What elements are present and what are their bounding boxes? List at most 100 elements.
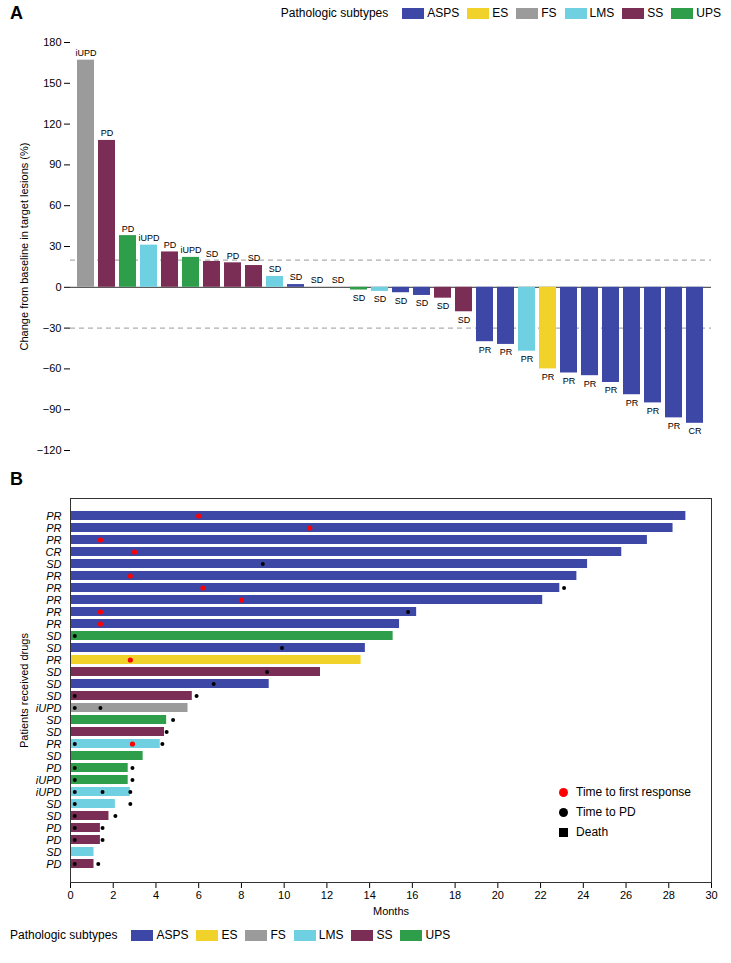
svg-text:PR: PR [668, 421, 681, 431]
svg-text:26: 26 [620, 889, 632, 901]
svg-text:SD: SD [353, 293, 366, 303]
svg-text:10: 10 [278, 889, 290, 901]
svg-text:SD: SD [458, 315, 471, 325]
svg-text:PD: PD [122, 224, 135, 234]
svg-text:−120: −120 [37, 444, 62, 456]
svg-text:SD: SD [46, 810, 61, 822]
svg-text:SD: SD [46, 714, 61, 726]
svg-text:Change from baseline in target: Change from baseline in target lesions (… [18, 143, 30, 351]
svg-text:SD: SD [46, 690, 61, 702]
svg-text:iUPD: iUPD [180, 245, 202, 255]
html-text:Death: Death [576, 825, 609, 839]
svg-text:SD: SD [206, 249, 219, 259]
svg-text:PD: PD [46, 762, 61, 774]
svg-text:24: 24 [577, 889, 589, 901]
svg-text:SD: SD [46, 750, 61, 762]
svg-text:SD: SD [46, 726, 61, 738]
svg-text:−30: −30 [43, 322, 62, 334]
svg-text:iUPD: iUPD [36, 702, 62, 714]
html-text:LMS: LMS [589, 6, 615, 20]
svg-text:2: 2 [110, 889, 116, 901]
svg-text:60: 60 [49, 199, 61, 211]
svg-text:PD: PD [101, 128, 114, 138]
svg-text:28: 28 [663, 889, 675, 901]
svg-text:20: 20 [492, 889, 504, 901]
svg-text:0: 0 [67, 889, 73, 901]
svg-text:SD: SD [374, 294, 387, 304]
svg-text:30: 30 [705, 889, 717, 901]
svg-text:PR: PR [46, 606, 61, 618]
svg-text:SD: SD [46, 630, 61, 642]
svg-text:PR: PR [46, 582, 61, 594]
svg-text:SD: SD [332, 275, 345, 285]
svg-text:SD: SD [290, 272, 303, 282]
svg-text:18: 18 [449, 889, 461, 901]
svg-text:14: 14 [364, 889, 376, 901]
html-text:Pathologic subtypes: Pathologic subtypes [280, 6, 389, 20]
svg-text:180: 180 [43, 36, 61, 48]
svg-text:SD: SD [46, 666, 61, 678]
svg-text:−60: −60 [43, 362, 62, 374]
svg-text:4: 4 [153, 889, 159, 901]
svg-text:SD: SD [46, 642, 61, 654]
svg-text:PR: PR [626, 398, 639, 408]
svg-text:PD: PD [46, 858, 61, 870]
svg-text:120: 120 [43, 118, 61, 130]
svg-text:PR: PR [46, 654, 61, 666]
svg-text:PR: PR [542, 372, 555, 382]
svg-text:16: 16 [406, 889, 418, 901]
svg-text:6: 6 [196, 889, 202, 901]
svg-text:12: 12 [321, 889, 333, 901]
html-text:SS: SS [647, 6, 664, 20]
svg-text:30: 30 [49, 240, 61, 252]
svg-text:CR: CR [46, 546, 62, 558]
svg-text:Months: Months [373, 905, 410, 917]
svg-text:PR: PR [521, 354, 534, 364]
svg-text:iUPD: iUPD [36, 774, 62, 786]
html-text:ASPS: ASPS [427, 6, 460, 20]
svg-text:CR: CR [689, 426, 702, 436]
svg-text:PR: PR [647, 406, 660, 416]
svg-text:SD: SD [248, 253, 261, 263]
svg-text:SD: SD [46, 846, 61, 858]
svg-text:PD: PD [46, 822, 61, 834]
svg-text:PR: PR [46, 534, 61, 546]
svg-text:PR: PR [479, 345, 492, 355]
svg-text:PR: PR [563, 376, 576, 386]
svg-text:150: 150 [43, 77, 61, 89]
svg-text:iUPD: iUPD [36, 786, 62, 798]
svg-text:PR: PR [46, 522, 61, 534]
svg-text:0: 0 [55, 281, 61, 293]
svg-text:90: 90 [49, 158, 61, 170]
svg-text:PR: PR [46, 570, 61, 582]
svg-text:SD: SD [395, 296, 408, 306]
svg-text:22: 22 [534, 889, 546, 901]
svg-text:SD: SD [46, 678, 61, 690]
svg-text:SD: SD [46, 558, 61, 570]
svg-text:SD: SD [46, 798, 61, 810]
html-text:ES: ES [492, 6, 509, 20]
svg-text:PR: PR [46, 618, 61, 630]
svg-text:Patients received drugs: Patients received drugs [18, 633, 30, 748]
svg-text:PR: PR [46, 510, 61, 522]
svg-text:−90: −90 [43, 403, 62, 415]
svg-text:SD: SD [416, 298, 429, 308]
svg-text:iUPD: iUPD [138, 233, 160, 243]
svg-text:PR: PR [46, 738, 61, 750]
html-text:FS: FS [541, 6, 557, 20]
html-text:Time to PD: Time to PD [576, 805, 636, 819]
svg-text:PD: PD [227, 251, 240, 261]
svg-text:PR: PR [46, 594, 61, 606]
svg-text:SD: SD [437, 301, 450, 311]
svg-text:PR: PR [500, 347, 513, 357]
svg-text:PR: PR [605, 385, 618, 395]
svg-text:iUPD: iUPD [75, 48, 97, 58]
svg-text:PD: PD [164, 240, 177, 250]
svg-text:SD: SD [311, 275, 324, 285]
svg-text:PD: PD [46, 834, 61, 846]
svg-text:PR: PR [584, 379, 597, 389]
html-text:UPS: UPS [696, 6, 721, 20]
html-text:Time to first response: Time to first response [576, 785, 691, 799]
svg-text:SD: SD [269, 264, 282, 274]
svg-text:8: 8 [238, 889, 244, 901]
